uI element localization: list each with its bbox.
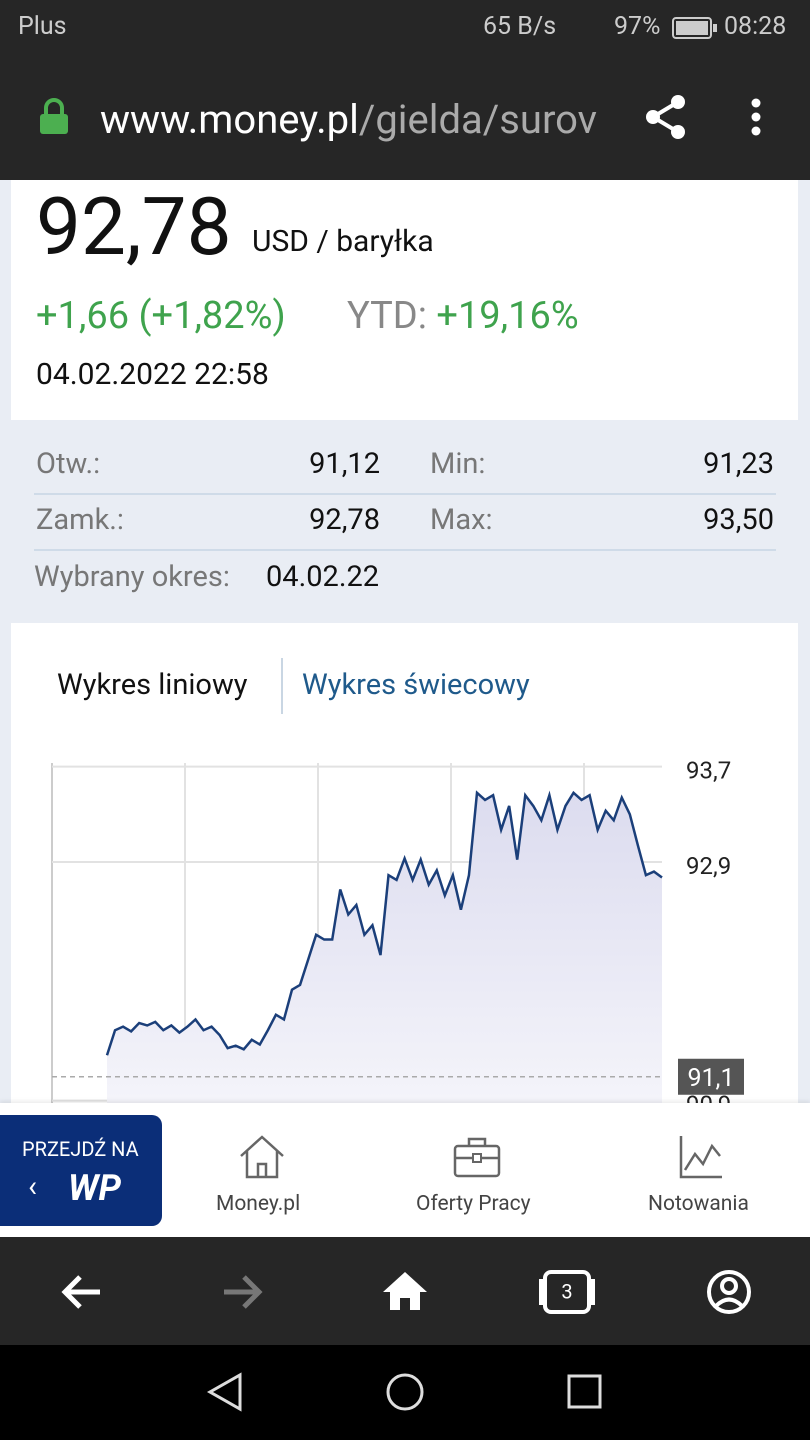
tab-divider xyxy=(281,658,283,714)
promo-logo: WP xyxy=(68,1167,122,1209)
home-icon xyxy=(240,1135,284,1179)
url[interactable]: www.money.pl/gielda/surov xyxy=(100,96,622,143)
account-button[interactable] xyxy=(707,1270,751,1314)
stat-cell: Max: xyxy=(430,503,493,537)
lock-icon xyxy=(40,98,68,134)
y-tick-label: 92,9 xyxy=(686,852,731,880)
promo-text: PRZEJDŹ NA xyxy=(22,1137,139,1161)
unit: USD / baryłka xyxy=(252,224,434,259)
change: +1,66 (+1,82%) xyxy=(36,294,286,338)
reference-label: 91,1 xyxy=(687,1064,734,1093)
forward-button[interactable] xyxy=(224,1275,263,1309)
ytd-value: +19,16% xyxy=(436,294,579,338)
chart-icon xyxy=(679,1136,722,1179)
stat-cell: Otw.: xyxy=(36,447,101,481)
y-tick-label: 93,7 xyxy=(686,757,731,785)
menu-button[interactable] xyxy=(746,98,766,138)
tab-count: 3 xyxy=(561,1279,572,1303)
url-host: www.money.pl xyxy=(100,96,359,143)
back-button[interactable] xyxy=(61,1275,100,1309)
tabs-button[interactable] xyxy=(543,1270,591,1314)
stat-cell: 91,12 xyxy=(309,447,380,481)
ytd-label: YTD: xyxy=(347,294,427,338)
period-value: 04.02.22 xyxy=(266,560,380,594)
chart: 93,792,990,991,1 xyxy=(51,757,744,1103)
tab-candle[interactable]: Wykres świecowy xyxy=(302,668,530,702)
briefcase-icon xyxy=(453,1137,501,1178)
stat-cell: Min: xyxy=(430,447,486,481)
battery-icon xyxy=(672,17,717,39)
clock: 08:28 xyxy=(724,12,787,41)
share-button[interactable] xyxy=(644,94,688,140)
top-bar xyxy=(0,0,810,180)
stat-cell: Zamk.: xyxy=(36,503,124,537)
price-line xyxy=(105,790,663,1056)
system-nav xyxy=(0,1345,810,1440)
promo-button[interactable]: PRZEJDŹ NA ‹ WP xyxy=(0,1115,162,1226)
tab-line[interactable]: Wykres liniowy xyxy=(57,668,248,702)
ytd: YTD: +19,16% xyxy=(347,294,579,338)
datetime: 04.02.2022 22:58 xyxy=(36,357,269,392)
quote-card xyxy=(11,180,798,420)
system-nav-icons xyxy=(206,1372,602,1412)
url-path: /gielda/surov xyxy=(358,96,598,143)
price: 92,78 xyxy=(36,180,232,274)
sys-back[interactable] xyxy=(206,1372,242,1412)
nav-jobs[interactable]: Oferty Pracy xyxy=(416,1192,531,1216)
sys-recent[interactable] xyxy=(567,1374,602,1409)
back-chevron: ‹ xyxy=(28,1169,38,1204)
carrier: Plus xyxy=(18,12,67,41)
home-button[interactable] xyxy=(383,1272,427,1310)
nav-money[interactable]: Money.pl xyxy=(216,1192,301,1216)
row-divider xyxy=(34,549,776,551)
stat-cell: 91,23 xyxy=(703,447,774,481)
toolbar-icons: 3 xyxy=(61,1270,751,1314)
nav-quotes[interactable]: Notowania xyxy=(648,1192,749,1216)
stat-cell: 92,78 xyxy=(309,503,380,537)
net-speed: 65 B/s xyxy=(483,12,557,41)
row-divider xyxy=(34,493,776,495)
period-label: Wybrany okres: xyxy=(34,560,230,594)
sys-home[interactable] xyxy=(386,1373,424,1411)
battery: 97% xyxy=(614,12,661,41)
reference-badge xyxy=(678,1058,744,1095)
area-fill xyxy=(107,792,662,1103)
stat-cell: 93,50 xyxy=(703,503,774,537)
